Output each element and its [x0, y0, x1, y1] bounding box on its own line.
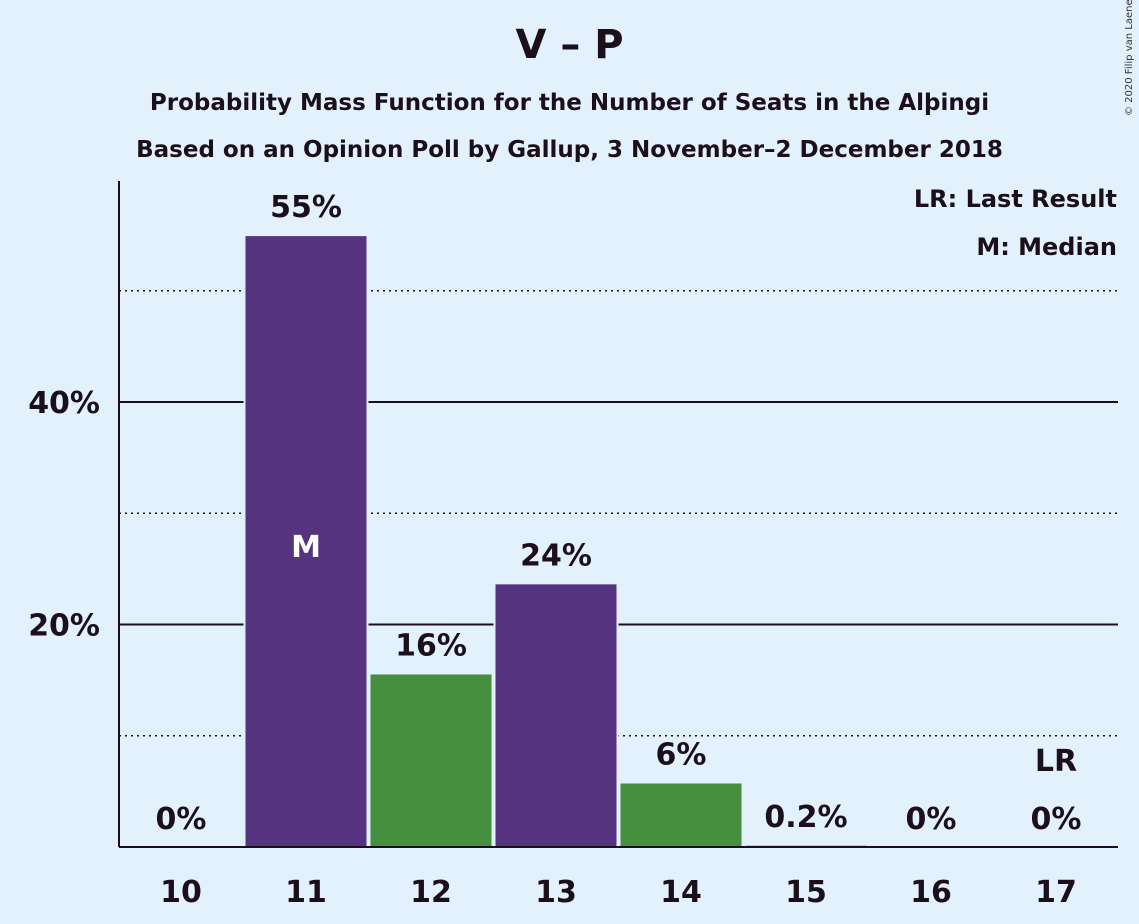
- legend-last-result: LR: Last Result: [913, 185, 1117, 213]
- y-tick-label: 20%: [28, 609, 100, 644]
- chart-subtitle-1: Probability Mass Function for the Number…: [149, 90, 990, 116]
- bar-11: [243, 234, 369, 848]
- chart-title: V – P: [515, 22, 624, 68]
- x-tick-label-15: 15: [785, 875, 827, 910]
- data-label-16: 0%: [906, 802, 957, 837]
- y-tick-label: 40%: [28, 386, 100, 421]
- last-result-marker: LR: [1035, 744, 1077, 779]
- data-label-12: 16%: [395, 628, 467, 663]
- data-label-10: 0%: [156, 802, 207, 837]
- median-marker: M: [291, 530, 321, 565]
- x-tick-label-11: 11: [285, 875, 327, 910]
- data-label-11: 55%: [270, 190, 342, 225]
- bar-12: [368, 672, 494, 849]
- bar-14: [618, 781, 744, 848]
- data-label-15: 0.2%: [764, 800, 847, 835]
- data-label-13: 24%: [520, 538, 592, 573]
- data-label-17: 0%: [1031, 802, 1082, 837]
- chart-subtitle-2: Based on an Opinion Poll by Gallup, 3 No…: [136, 137, 1003, 163]
- legend-median: M: Median: [976, 233, 1117, 261]
- bar-13: [493, 582, 619, 849]
- x-tick-label-16: 16: [910, 875, 952, 910]
- x-tick-label-13: 13: [535, 875, 577, 910]
- x-tick-label-17: 17: [1035, 875, 1077, 910]
- x-tick-label-14: 14: [660, 875, 702, 910]
- data-label-14: 6%: [656, 737, 707, 772]
- x-tick-label-10: 10: [160, 875, 202, 910]
- x-tick-label-12: 12: [410, 875, 452, 910]
